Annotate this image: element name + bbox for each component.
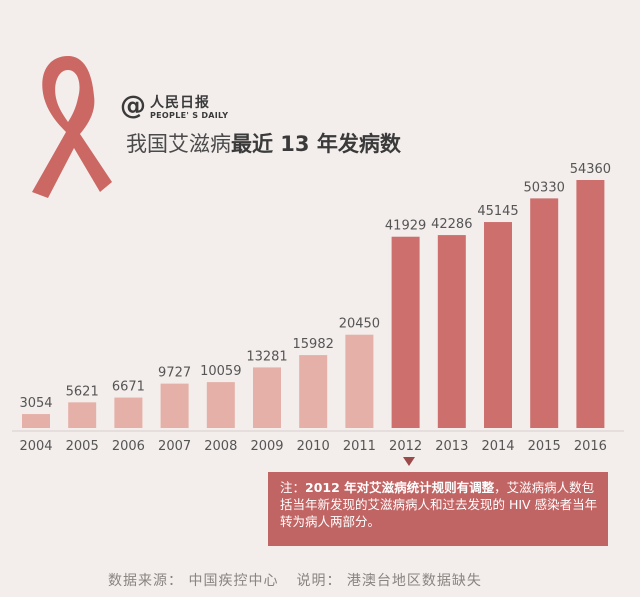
note-year: 2012 <box>305 480 340 495</box>
bar-2010 <box>299 355 328 428</box>
footer-remark: 说明： 港澳台地区数据缺失 <box>296 573 482 589</box>
x-tick-label-2009: 2009 <box>250 439 283 454</box>
x-tick-label-2016: 2016 <box>574 439 607 454</box>
value-label-2004: 3054 <box>19 396 52 411</box>
bar-2009 <box>253 367 281 428</box>
value-label-2013: 42286 <box>431 217 472 232</box>
red-ribbon-icon <box>32 56 112 198</box>
value-label-2010: 15982 <box>293 337 334 352</box>
bar-2007 <box>160 383 189 428</box>
footer-source: 数据来源： 中国疾控中心 <box>108 573 279 589</box>
x-tick-label-2007: 2007 <box>158 439 191 454</box>
value-label-2016: 54360 <box>570 162 611 177</box>
value-label-2005: 5621 <box>66 384 99 399</box>
x-tick-label-2004: 2004 <box>19 439 52 454</box>
x-tick-label-2006: 2006 <box>112 439 145 454</box>
chart-title: 我国艾滋病最近 13 年发病数 <box>126 128 401 158</box>
note-rest: ，艾滋病病人数包括当年新发现的艾滋病病人和过去发现的 HIV 感染者当年转为病人… <box>280 480 598 529</box>
x-tick-label-2005: 2005 <box>66 439 99 454</box>
footer: 数据来源： 中国疾控中心 说明： 港澳台地区数据缺失 <box>108 570 500 590</box>
bar-2008 <box>206 382 235 428</box>
note-arrow-icon <box>403 457 415 466</box>
chart-title-bold: 最近 13 年发病数 <box>231 132 401 156</box>
bar-2006 <box>114 397 143 428</box>
x-tick-label-2010: 2010 <box>297 439 330 454</box>
x-tick-label-2014: 2014 <box>481 439 514 454</box>
value-label-2006: 6671 <box>112 380 145 395</box>
x-tick-label-2012: 2012 <box>389 439 422 454</box>
value-label-2012: 41929 <box>385 219 426 234</box>
logo-text: 人民日报 PEOPLE' S DAILY <box>150 92 228 120</box>
value-label-2014: 45145 <box>477 204 518 219</box>
bar-2012 <box>391 236 420 428</box>
x-tick-label-2011: 2011 <box>343 439 376 454</box>
value-label-2007: 9727 <box>158 366 191 381</box>
bar-2011 <box>345 334 374 428</box>
x-tick-label-2008: 2008 <box>204 439 237 454</box>
bar-2014 <box>484 222 512 428</box>
bar-2013 <box>437 235 466 428</box>
x-tick-label-2015: 2015 <box>528 439 561 454</box>
value-label-2009: 13281 <box>246 349 287 364</box>
note-emphasis: 年对艾滋病统计规则有调整 <box>339 480 495 495</box>
at-symbol: @ <box>120 91 146 121</box>
logo-en: PEOPLE' S DAILY <box>150 111 229 120</box>
x-tick-label-2013: 2013 <box>435 439 468 454</box>
bar-2004 <box>22 414 50 428</box>
logo-cn: 人民日报 <box>150 95 210 111</box>
note-label: 注： <box>280 480 306 495</box>
brand-logo: @ 人民日报 PEOPLE' S DAILY <box>120 92 228 120</box>
value-label-2011: 20450 <box>339 317 380 332</box>
value-label-2015: 50330 <box>524 180 565 195</box>
bar-2015 <box>530 198 559 428</box>
bar-2005 <box>68 402 97 428</box>
bar-2016 <box>576 180 605 428</box>
value-label-2008: 10059 <box>200 364 241 379</box>
chart-title-prefix: 我国艾滋病 <box>126 132 231 156</box>
note-box: 注：2012 年对艾滋病统计规则有调整，艾滋病病人数包括当年新发现的艾滋病病人和… <box>268 472 608 546</box>
